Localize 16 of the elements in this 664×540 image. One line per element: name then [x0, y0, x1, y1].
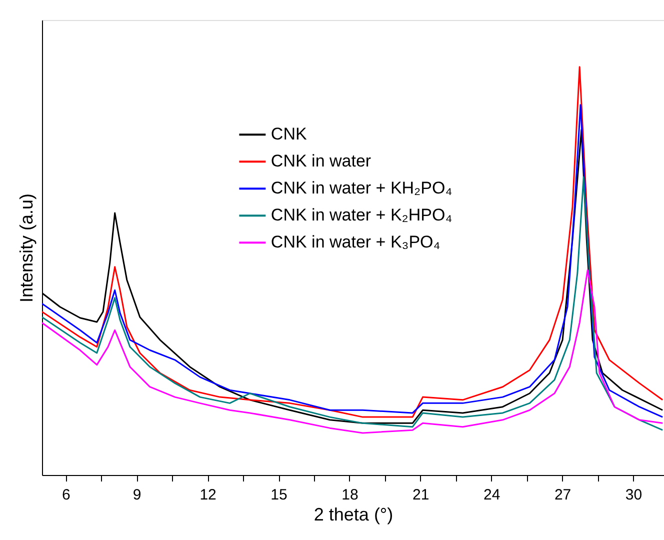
- x-tick-label: 30: [625, 486, 642, 504]
- x-tick-label: 21: [412, 486, 430, 504]
- x-tick-label: 18: [342, 486, 358, 504]
- legend-label: CNK in water + K₂HPO₄: [270, 206, 452, 225]
- x-tick-label: 9: [132, 486, 142, 504]
- legend-label: CNK in water: [270, 152, 372, 171]
- x-axis-title: 2 theta (°): [314, 504, 394, 524]
- legend-label: CNK in water + K₃PO₄: [270, 232, 440, 252]
- x-tick-label: 6: [62, 486, 70, 504]
- legend-label: CNK: [270, 124, 308, 144]
- x-tick-label: 24: [484, 486, 500, 504]
- legend-label: CNK in water + KH₂PO₄: [270, 178, 452, 198]
- y-axis-title: Intensity (a.u): [16, 193, 36, 303]
- x-tick-label: 15: [270, 486, 288, 504]
- x-tick-label: 27: [554, 486, 572, 504]
- x-tick-label: 12: [200, 486, 216, 504]
